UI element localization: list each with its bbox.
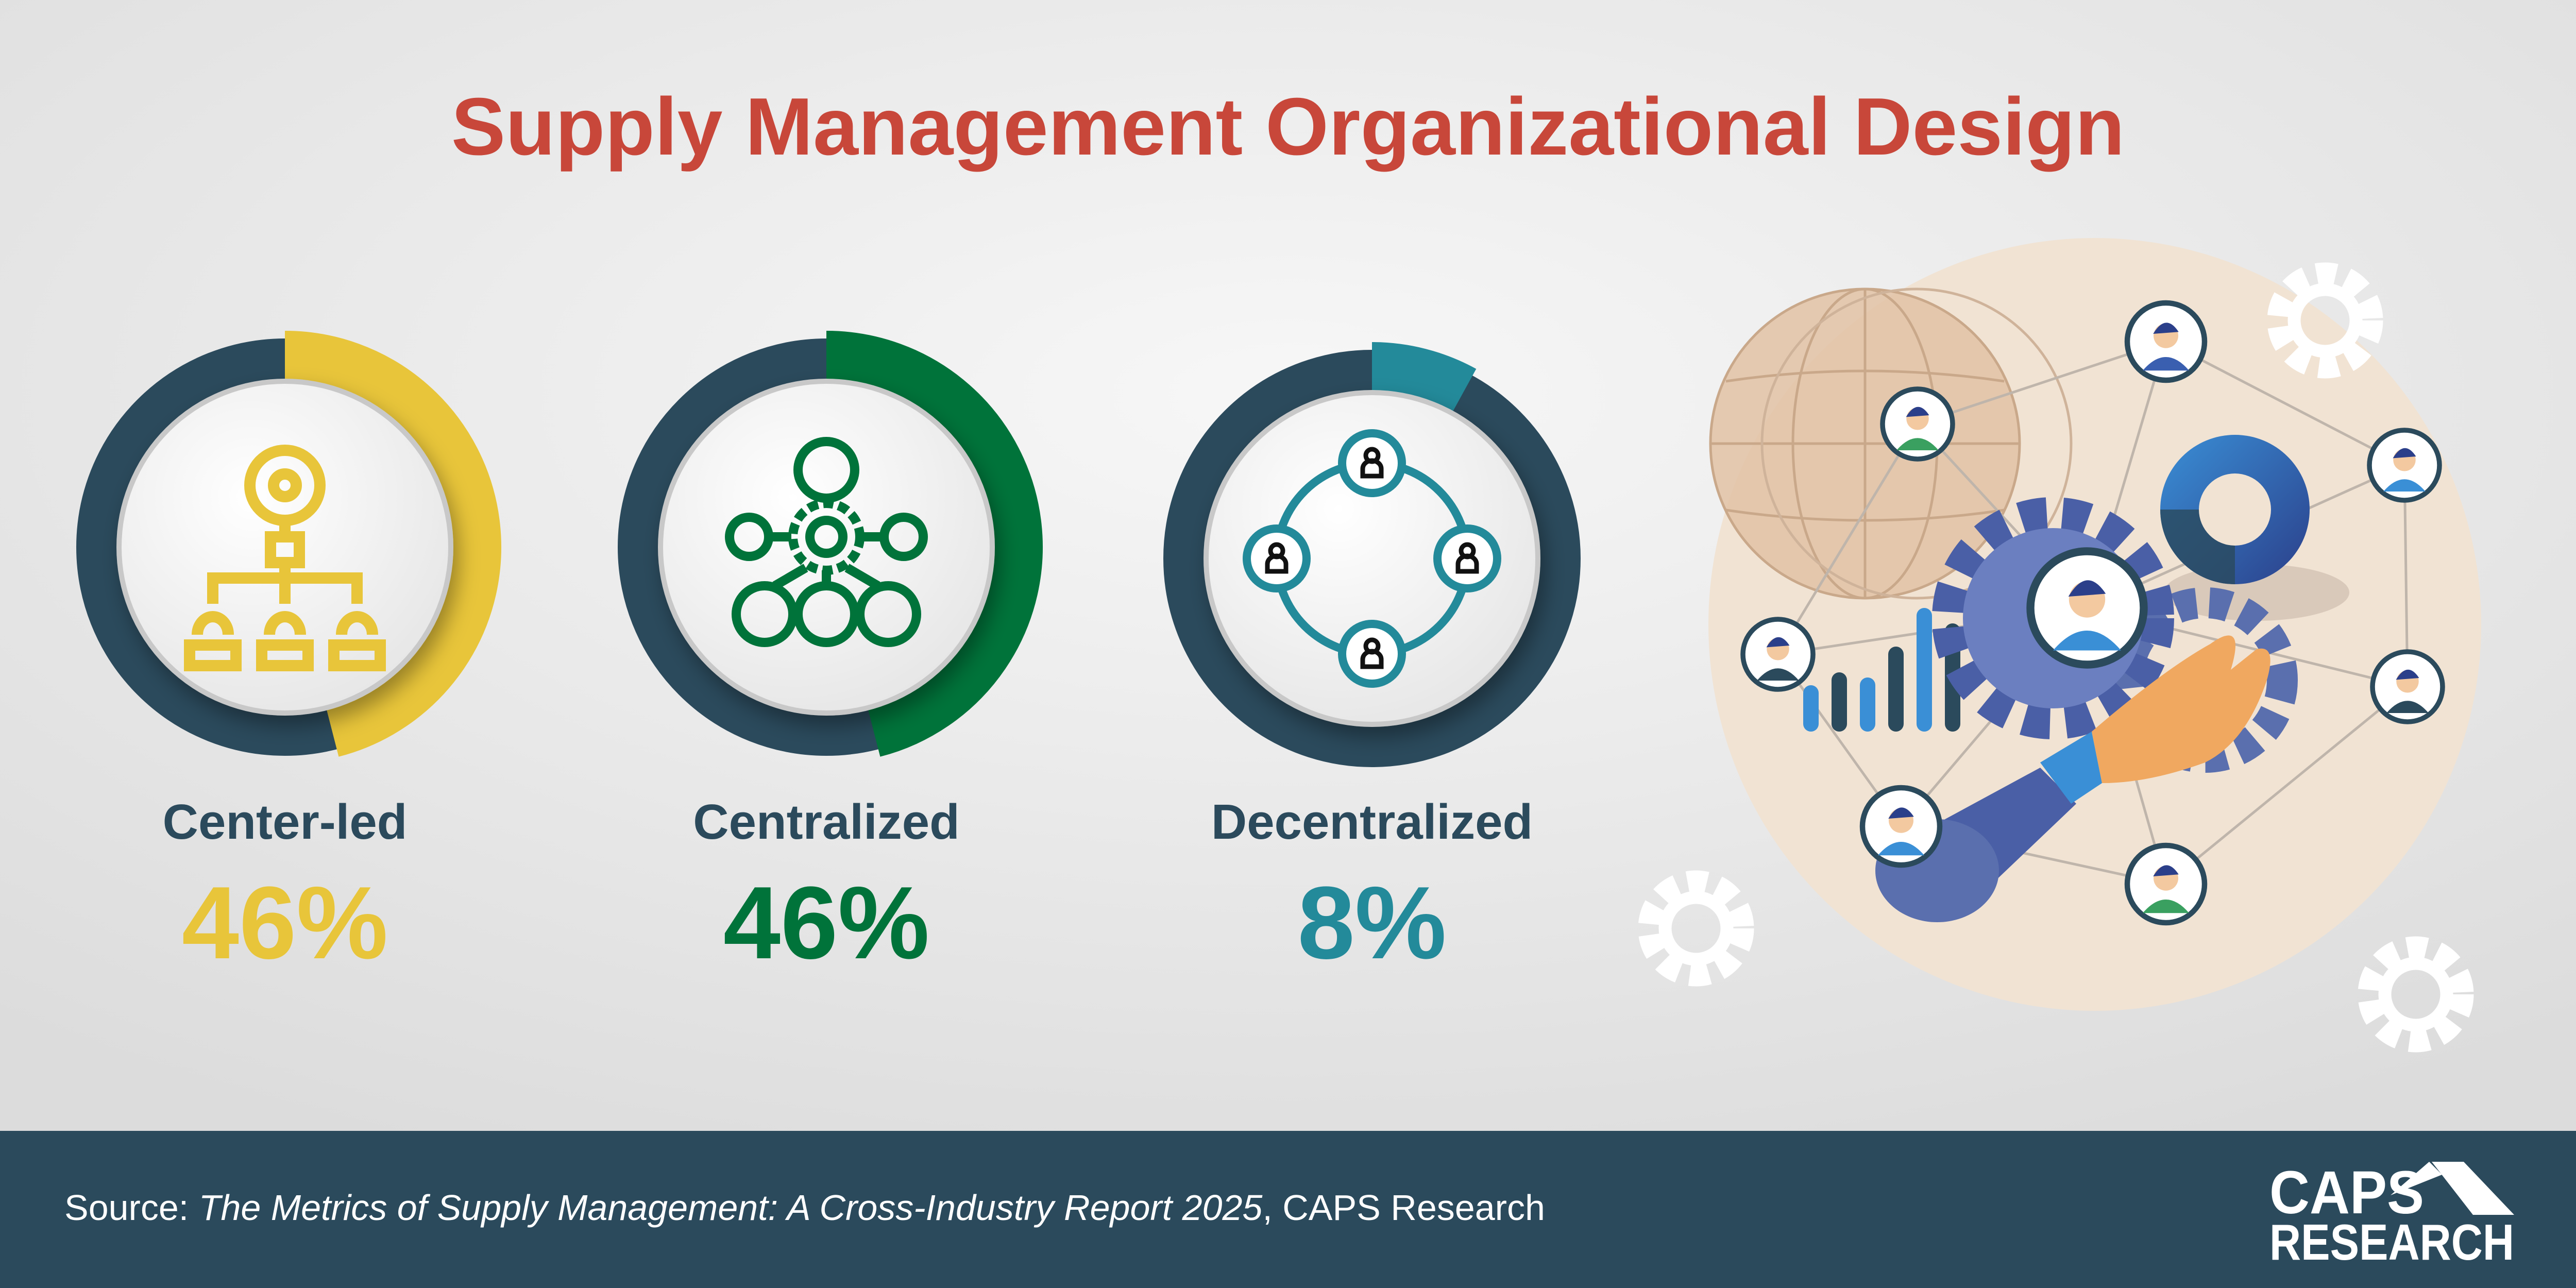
central-gear-network-icon xyxy=(725,437,928,647)
footer: Source: The Metrics of Supply Management… xyxy=(0,1131,2576,1288)
source-title: The Metrics of Supply Management: A Cros… xyxy=(199,1188,1263,1228)
donut-centralized xyxy=(618,331,1043,757)
svg-text:CAPS: CAPS xyxy=(2269,1159,2424,1227)
donut-plate xyxy=(1204,390,1540,727)
donut-segment xyxy=(284,331,501,757)
donut-decentralized xyxy=(1163,342,1581,767)
value-centralized: 46% xyxy=(723,866,929,980)
source-citation: Source: The Metrics of Supply Management… xyxy=(64,1188,1545,1228)
svg-text:RESEARCH: RESEARCH xyxy=(2269,1214,2514,1270)
label-center-led: Center-led xyxy=(163,794,408,850)
hand-icon xyxy=(1875,635,2270,922)
value-decentralized: 8% xyxy=(1297,866,1446,980)
avatar-node xyxy=(1740,617,1816,692)
avatar-node xyxy=(2124,300,2208,383)
avatar-node xyxy=(2370,649,2445,724)
donut-plate xyxy=(658,379,995,716)
bar-chart-icon xyxy=(1803,608,1960,732)
label-decentralized: Decentralized xyxy=(1211,794,1533,850)
label-centralized: Centralized xyxy=(693,794,959,850)
avatar-node xyxy=(1880,386,1955,462)
donut-segment xyxy=(826,331,1043,757)
category-labels: Center-led Centralized Decentralized 46%… xyxy=(163,794,1533,980)
network-illustration xyxy=(1638,238,2481,1053)
page-title: Supply Management Organizational Design xyxy=(451,81,2125,172)
globe-icon xyxy=(1709,287,2073,600)
org-chart-lightbulb-icon xyxy=(184,445,386,671)
avatar-nodes xyxy=(1740,300,2445,926)
people-ring-network-icon xyxy=(1243,429,1501,688)
avatar-node xyxy=(2367,428,2442,503)
avatar-node xyxy=(2124,842,2208,926)
avatar-node xyxy=(1859,785,1943,868)
donut-segment xyxy=(1371,342,1477,414)
source-prefix: Source: xyxy=(64,1188,199,1228)
caps-research-logo: CAPS RESEARCH xyxy=(2269,1159,2514,1270)
donut-center-led xyxy=(76,331,501,757)
outline-gear-icons xyxy=(1638,262,2474,1053)
source-suffix: , CAPS Research xyxy=(1262,1188,1545,1228)
value-center-led: 46% xyxy=(182,866,388,980)
avatar-node xyxy=(2026,547,2148,669)
donut-charts xyxy=(76,331,1581,767)
